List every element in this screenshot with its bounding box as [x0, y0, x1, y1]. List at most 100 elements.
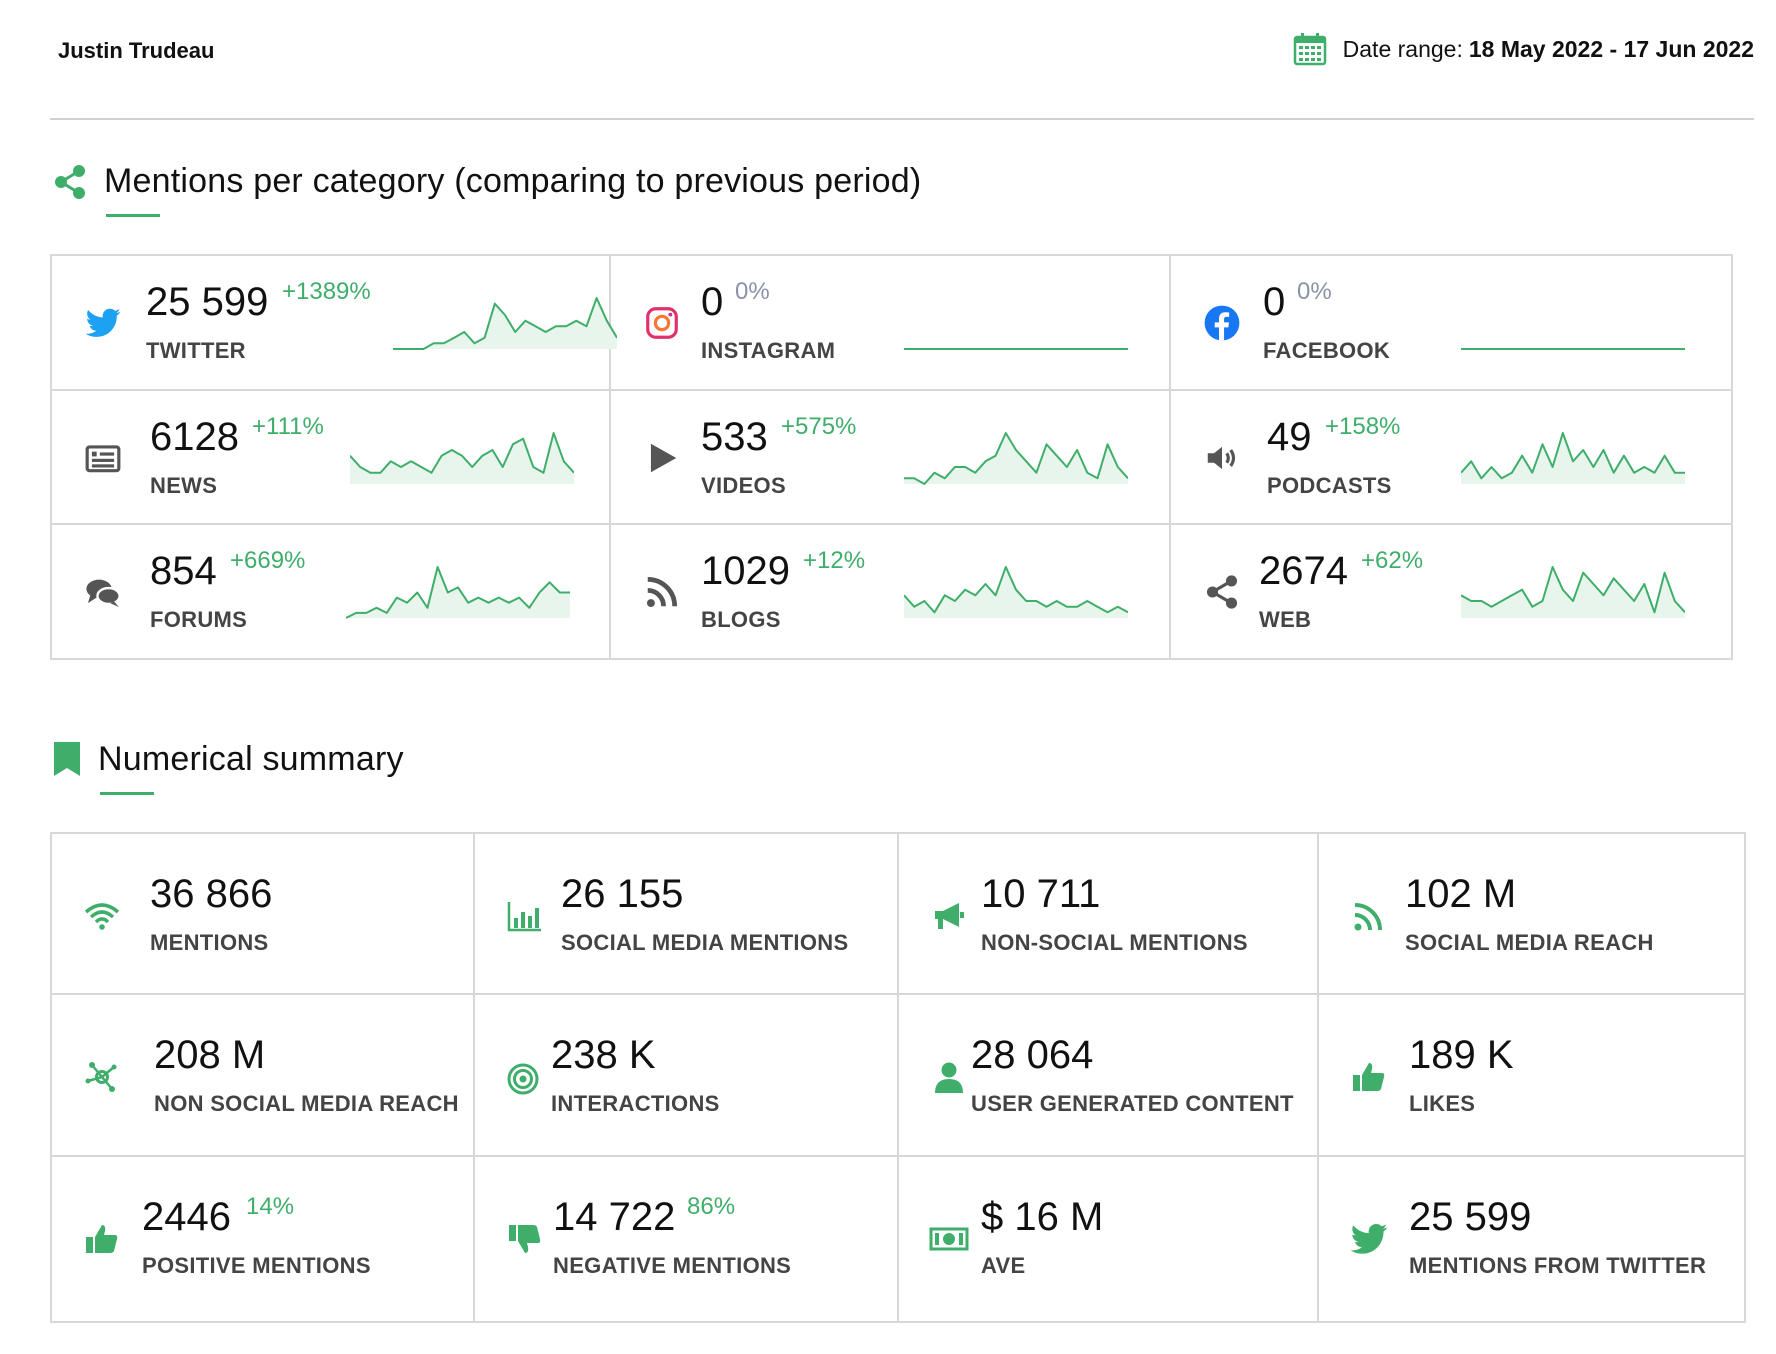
category-label: PODCASTS — [1267, 473, 1392, 498]
category-count: 25 599 — [146, 280, 269, 324]
sparkline-area — [904, 567, 1128, 618]
summary-label: MENTIONS — [150, 930, 269, 955]
category-card-blogs[interactable]: 1029 +12% BLOGS — [611, 525, 1171, 658]
category-card-videos[interactable]: 533 +575% VIDEOS — [611, 391, 1171, 525]
summary-card-non-social-media-reach[interactable]: 208 M NON SOCIAL MEDIA REACH — [52, 995, 475, 1157]
summary-card-social-media-reach[interactable]: 102 M SOCIAL MEDIA REACH — [1319, 834, 1744, 995]
thumbs-up-icon — [86, 1225, 118, 1253]
calendar-icon — [1293, 33, 1326, 66]
summary-value: 26 155 — [561, 872, 684, 916]
summary-card-negative-mentions[interactable]: 14 722 86% NEGATIVE MENTIONS — [475, 1157, 899, 1321]
sparkline-line — [1461, 566, 1685, 614]
summary-card-positive-mentions[interactable]: 2446 14% POSITIVE MENTIONS — [52, 1157, 475, 1321]
sparkline-area — [393, 298, 617, 349]
summary-label: POSITIVE MENTIONS — [142, 1253, 371, 1278]
sparkline-instagram — [904, 348, 1128, 350]
category-card-instagram[interactable]: 0 0% INSTAGRAM — [611, 256, 1171, 391]
section-underline — [100, 792, 154, 795]
sparkline-forums — [346, 566, 570, 619]
summary-card-likes[interactable]: 189 K LIKES — [1319, 995, 1744, 1157]
category-count: 2674 — [1259, 549, 1348, 593]
category-count: 533 — [701, 415, 768, 459]
summary-card-mentions[interactable]: 36 866 MENTIONS — [52, 834, 475, 995]
twitter-icon — [1350, 1224, 1388, 1254]
bookmark-icon — [54, 742, 80, 776]
category-card-news[interactable]: 6128 +111% NEWS — [52, 391, 611, 525]
category-card-twitter[interactable]: 25 599 +1389% TWITTER — [52, 256, 617, 391]
summary-value: 28 064 — [971, 1033, 1094, 1077]
category-count: 854 — [150, 549, 217, 593]
sparkline-area — [350, 433, 574, 484]
summary-label: MENTIONS FROM TWITTER — [1409, 1253, 1707, 1278]
sparkline-line — [393, 297, 617, 350]
summary-label: AVE — [981, 1253, 1026, 1278]
category-count: 1029 — [701, 549, 790, 593]
summary-card-non-social-mentions[interactable]: 10 711 NON-SOCIAL MENTIONS — [899, 834, 1319, 995]
summary-card-social-media-mentions[interactable]: 26 155 SOCIAL MEDIA MENTIONS — [475, 834, 899, 995]
category-label: VIDEOS — [701, 473, 786, 498]
category-card-forums[interactable]: 854 +669% FORUMS — [52, 525, 611, 658]
share-icon — [1206, 575, 1238, 609]
thumbs-down-icon — [509, 1225, 541, 1253]
summary-label: NEGATIVE MENTIONS — [553, 1253, 792, 1278]
category-card-facebook[interactable]: 0 0% FACEBOOK — [1171, 256, 1731, 391]
category-change: +1389% — [282, 278, 371, 305]
category-label: FORUMS — [150, 607, 248, 632]
sparkline-line — [904, 432, 1128, 485]
summary-section-title: Numerical summary — [52, 740, 404, 795]
category-label: TWITTER — [146, 338, 246, 363]
category-label: BLOGS — [701, 607, 781, 632]
sparkline-line — [346, 566, 570, 619]
summary-value: 25 599 — [1409, 1195, 1532, 1239]
money-icon — [929, 1227, 969, 1251]
profile-name: Justin Trudeau — [58, 38, 215, 63]
sparkline-twitter — [393, 297, 617, 350]
category-count: 6128 — [150, 415, 239, 459]
report-header: Justin Trudeau Date range: 18 May 2022 -… — [0, 0, 1776, 120]
summary-value: 10 711 — [981, 872, 1101, 916]
category-change: +669% — [230, 547, 306, 574]
summary-label: USER GENERATED CONTENT — [971, 1091, 1294, 1116]
facebook-icon — [1204, 305, 1240, 341]
category-change: 0% — [735, 278, 770, 305]
category-change: +111% — [252, 413, 324, 440]
category-change: +158% — [1325, 413, 1401, 440]
summary-card-user-generated-content[interactable]: 28 064 USER GENERATED CONTENT — [899, 995, 1319, 1157]
summary-label: NON SOCIAL MEDIA REACH — [154, 1091, 459, 1116]
summary-percentage: 86% — [687, 1193, 736, 1220]
summary-card-mentions-from-twitter[interactable]: 25 599 MENTIONS FROM TWITTER — [1319, 1157, 1744, 1321]
summary-grid: 36 866 MENTIONS 26 155 SOCIAL MEDIA MENT… — [50, 832, 1746, 1323]
summary-value: 14 722 — [553, 1195, 676, 1239]
category-card-podcasts[interactable]: 49 +158% PODCASTS — [1171, 391, 1731, 525]
chat-icon — [86, 579, 121, 608]
summary-card-interactions[interactable]: 238 K INTERACTIONS — [475, 995, 899, 1157]
network-icon — [85, 1062, 117, 1092]
section-underline — [106, 214, 160, 217]
instagram-icon — [646, 307, 678, 339]
category-card-web[interactable]: 2674 +62% WEB — [1171, 525, 1731, 658]
summary-value: 238 K — [551, 1033, 656, 1077]
category-change: +575% — [781, 413, 857, 440]
section-heading: Numerical summary — [98, 740, 404, 778]
summary-label: SOCIAL MEDIA MENTIONS — [561, 930, 849, 955]
thumbs-up-icon — [1353, 1063, 1385, 1091]
category-count: 0 — [701, 280, 724, 324]
category-change: 0% — [1297, 278, 1332, 305]
summary-value: 189 K — [1409, 1033, 1514, 1077]
category-label: INSTAGRAM — [701, 338, 836, 363]
summary-percentage: 14% — [246, 1193, 295, 1220]
summary-card-ave[interactable]: $ 16 M AVE — [899, 1157, 1319, 1321]
sparkline-web — [1461, 566, 1685, 618]
date-range[interactable]: Date range: 18 May 2022 - 17 Jun 2022 — [1293, 32, 1754, 66]
summary-value: 36 866 — [150, 872, 273, 916]
summary-label: SOCIAL MEDIA REACH — [1405, 930, 1654, 955]
sparkline-area — [346, 567, 570, 618]
sparkline-area — [904, 433, 1128, 484]
category-count: 0 — [1263, 280, 1286, 324]
category-label: FACEBOOK — [1263, 338, 1391, 363]
sparkline-blogs — [904, 566, 1128, 618]
twitter-icon — [85, 308, 121, 337]
category-label: NEWS — [150, 473, 218, 498]
summary-label: NON-SOCIAL MENTIONS — [981, 930, 1248, 955]
sparkline-videos — [904, 432, 1128, 485]
